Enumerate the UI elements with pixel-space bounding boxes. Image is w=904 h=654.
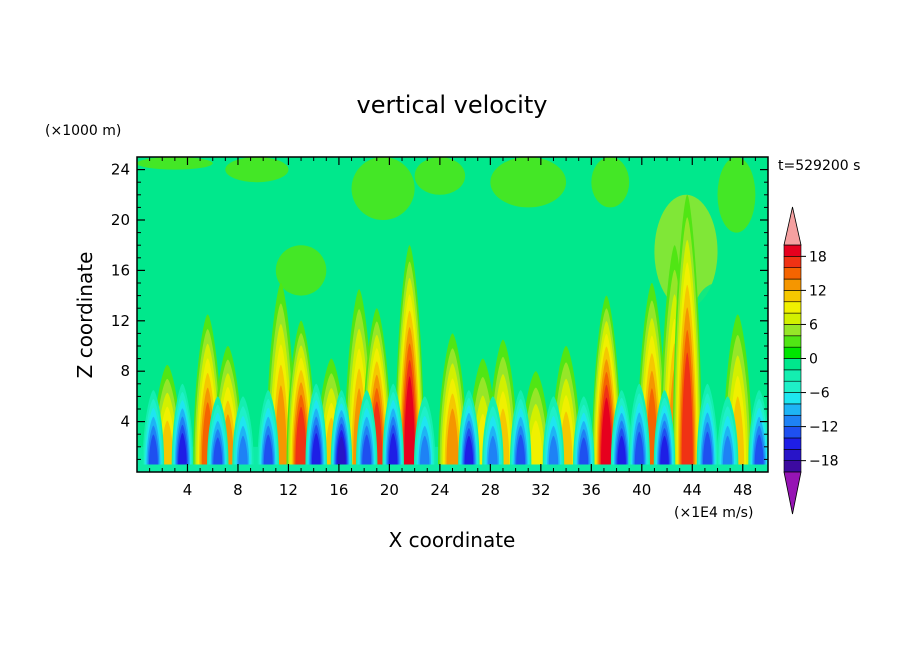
colorbar-segment-4	[783, 324, 802, 337]
colorbar-under-arrow	[783, 471, 802, 515]
downdraft-column-14-level-5	[579, 437, 589, 465]
field-band	[591, 157, 630, 208]
time-label: t=529200 s	[778, 158, 860, 174]
x-axis: 4 8 12 16 20 24 28 32 36 40 44 48	[149, 157, 756, 499]
field-band	[225, 157, 289, 183]
colorbar-segment-10	[783, 290, 802, 303]
downdraft-column-18-level-5	[702, 431, 712, 465]
updraft-column-0-level-4	[160, 420, 174, 465]
colorbar-segment--4	[783, 369, 802, 382]
x-tick-label-44: 44	[683, 481, 702, 499]
x-tick-label-12: 12	[279, 481, 298, 499]
colorbar-segment-6	[783, 312, 802, 325]
field-band	[414, 257, 478, 359]
field-band	[717, 157, 756, 233]
downdraft-column-12-level-5	[516, 434, 526, 465]
downdraft-column-17-level-6	[660, 435, 669, 465]
field-band	[692, 283, 743, 359]
y-tick-label-16: 16	[111, 261, 130, 279]
x-tick-label-28: 28	[481, 481, 500, 499]
colorbar-segment--18	[783, 448, 802, 461]
field-band	[490, 157, 567, 208]
downdraft-column-4-level-5	[263, 434, 273, 465]
downdraft-column-10-level-6	[464, 435, 474, 465]
downdraft-column-6-level-7	[337, 436, 346, 465]
x-tick-label-16: 16	[329, 481, 348, 499]
colorbar-segment--6	[783, 380, 802, 393]
colorbar-tick-label-12: 12	[809, 283, 827, 299]
field-band	[137, 157, 213, 170]
x-tick-label-32: 32	[531, 481, 550, 499]
field-layers	[137, 157, 768, 472]
colorbar-tick-label-18: 18	[809, 249, 827, 265]
x-tick-label-8: 8	[233, 481, 243, 499]
colorbar-segment-12	[783, 278, 802, 291]
colorbar-tick-label--6: −6	[809, 386, 830, 402]
value-unit-label: (×1E4 m/s)	[674, 505, 753, 521]
field-band	[275, 245, 327, 296]
downdraft-column-13-level-4	[548, 435, 559, 465]
updraft-column-12-level-3	[528, 420, 543, 465]
y-unit-label: (×1000 m)	[45, 123, 121, 139]
downdraft-column-11-level-4	[488, 435, 498, 465]
updraft-column-17-level-7	[681, 352, 693, 465]
downdraft-column-0-level-5	[148, 434, 158, 465]
y-tick-label-20: 20	[111, 211, 130, 229]
field-band	[351, 157, 415, 220]
colorbar-segment-18	[783, 244, 802, 257]
y-tick-label-12: 12	[111, 312, 130, 330]
y-tick-label-8: 8	[120, 362, 130, 380]
updraft-column-8-level-8	[404, 376, 416, 465]
downdraft-column-3-level-4	[238, 435, 248, 465]
x-tick-label-48: 48	[733, 481, 752, 499]
colorbar-segment--20	[783, 460, 802, 473]
colorbar-segment-2	[783, 335, 802, 348]
field-band	[414, 157, 466, 195]
downdraft-column-15-level-6	[617, 435, 626, 465]
chart-title: vertical velocity	[357, 91, 548, 119]
x-tick-label-4: 4	[183, 481, 193, 499]
colorbar-segment-8	[783, 301, 802, 314]
y-tick-label-24: 24	[111, 161, 130, 179]
colorbar-tick-label--18: −18	[809, 454, 839, 470]
colorbar-over-arrow	[783, 206, 802, 246]
downdraft-column-5-level-6	[311, 432, 321, 465]
downdraft-column-9-level-4	[420, 435, 430, 465]
heatmap-field	[137, 157, 768, 472]
y-axis: 4 8 12 16 20 24	[111, 161, 768, 460]
x-axis-label: X coordinate	[389, 528, 516, 552]
colorbar-segment-0	[783, 346, 802, 359]
colorbar-segment--10	[783, 403, 802, 416]
colorbar-segment-14	[783, 267, 802, 280]
downdraft-column-1-level-6	[178, 432, 187, 465]
x-tick-label-36: 36	[582, 481, 601, 499]
y-axis-label: Z coordinate	[73, 252, 97, 379]
downdraft-column-8-level-6	[388, 432, 398, 465]
colorbar: 18 12 6 0 −6 −12 −18	[783, 206, 839, 515]
colorbar-tick-label--12: −12	[809, 420, 839, 436]
downdraft-column-20-level-5	[754, 434, 764, 465]
colorbar-segment--14	[783, 426, 802, 439]
colorbar-segment--16	[783, 437, 802, 450]
colorbar-segment--2	[783, 358, 802, 371]
x-tick-label-20: 20	[380, 481, 399, 499]
updraft-column-14-level-8	[600, 397, 612, 465]
x-tick-label-40: 40	[632, 481, 651, 499]
downdraft-column-7-level-5	[362, 434, 372, 465]
colorbar-tick-label-0: 0	[809, 352, 818, 368]
downdraft-column-19-level-4	[722, 435, 733, 465]
updraft-column-9-level-5	[446, 408, 459, 465]
field-band	[515, 283, 579, 359]
colorbar-segment-16	[783, 256, 802, 269]
colorbar-segment--8	[783, 392, 802, 405]
colorbar-segment--12	[783, 414, 802, 427]
updraft-column-4-level-7	[295, 406, 307, 465]
y-tick-label-4: 4	[120, 413, 130, 431]
x-tick-label-24: 24	[430, 481, 449, 499]
downdraft-column-2-level-5	[213, 437, 223, 465]
downdraft-column-16-level-5	[634, 431, 644, 465]
colorbar-tick-label-6: 6	[809, 317, 818, 333]
